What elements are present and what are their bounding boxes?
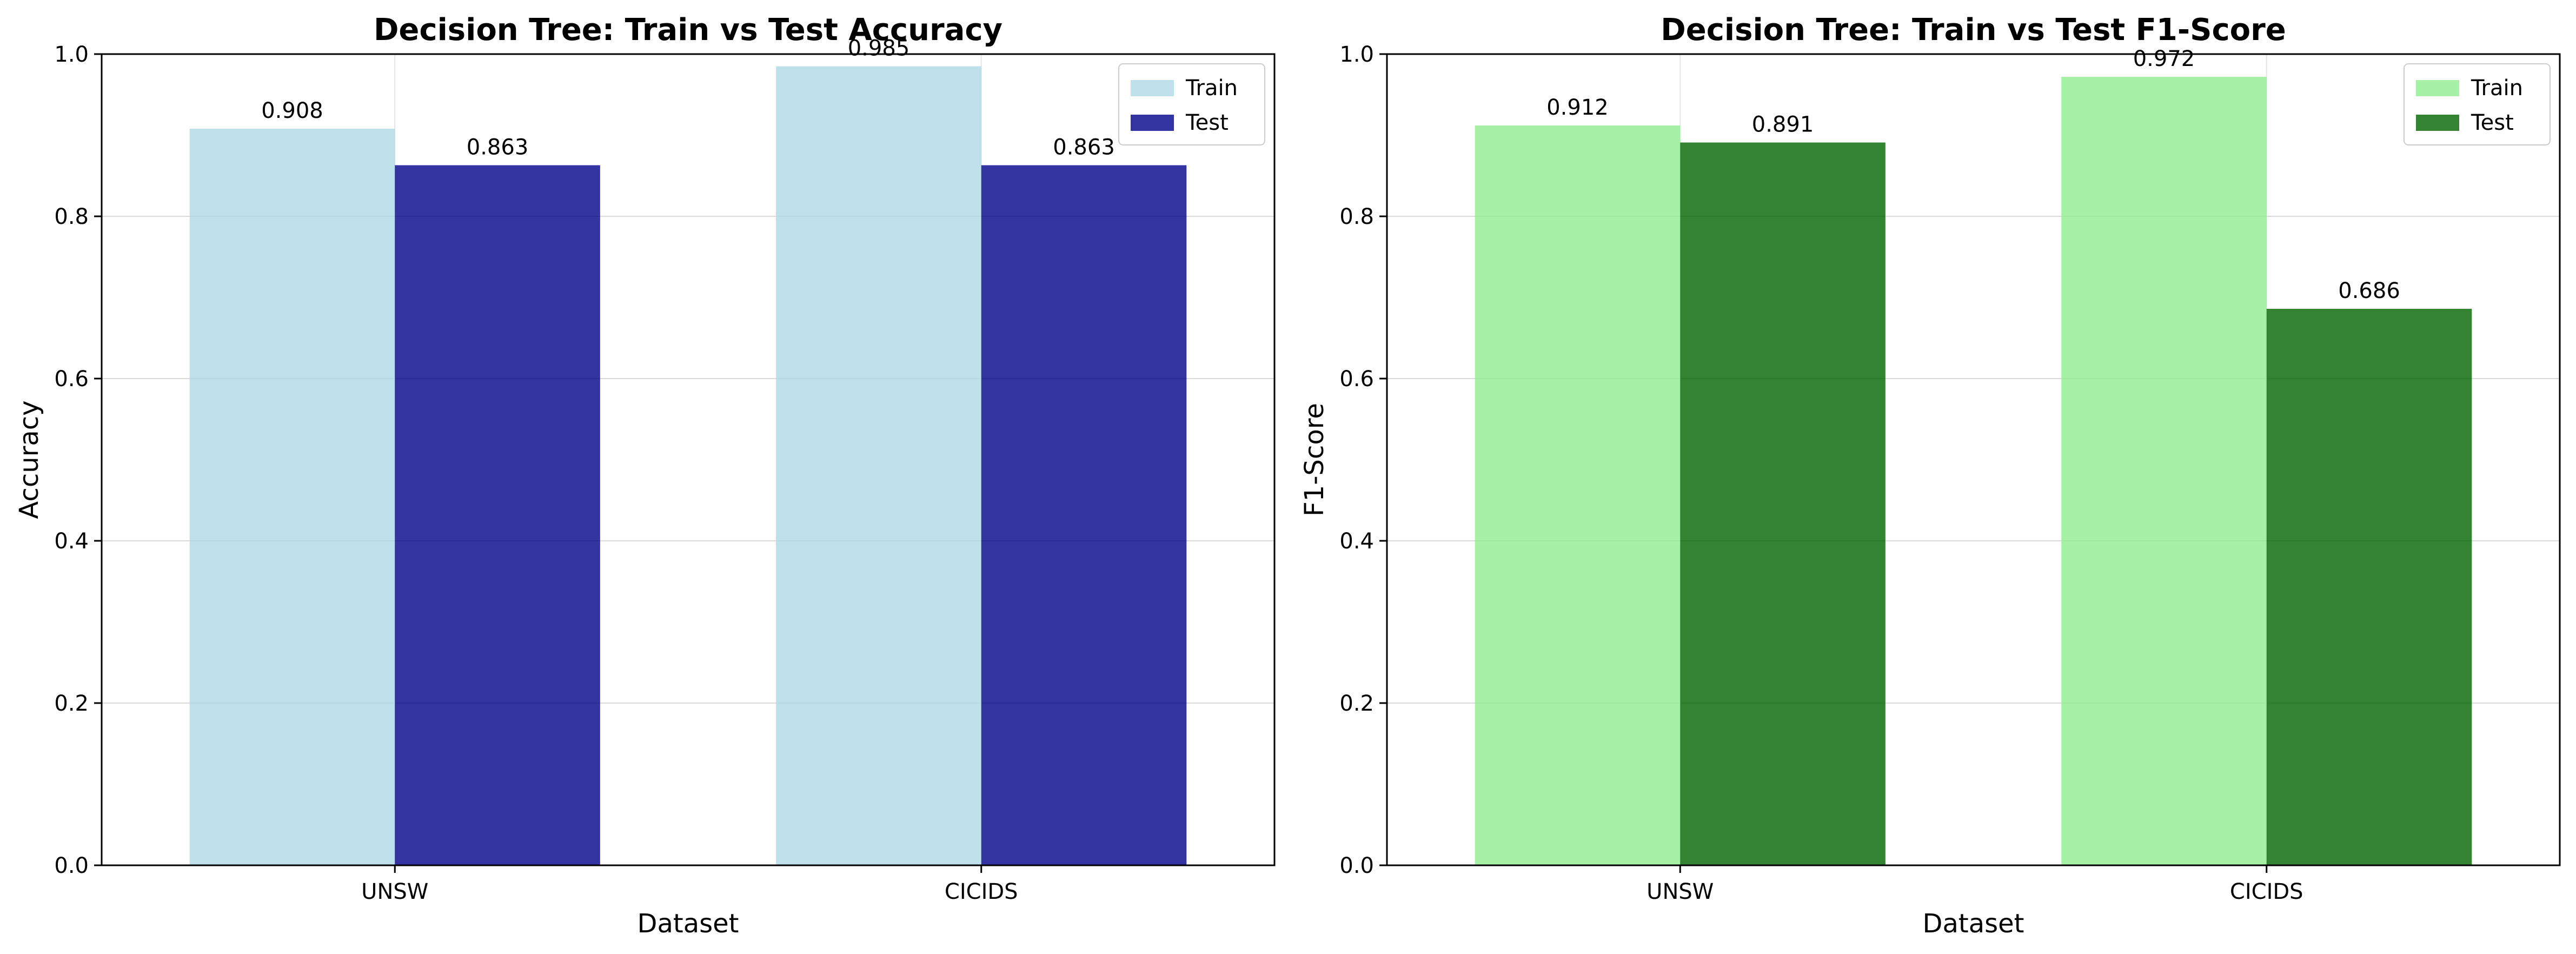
bar-value-label: 0.908 bbox=[261, 98, 323, 123]
legend-label-test: Test bbox=[1185, 110, 1229, 135]
charts: 0.908 0.985 0.863 0.863 0.0 0.2 0.4 0.6 0.8 1.0 UN… bbox=[14, 12, 2561, 939]
chart-title: Decision Tree: Train vs Test Accuracy bbox=[374, 12, 1002, 48]
bar-test-unsw bbox=[1680, 142, 1885, 865]
bar-value-label: 0.863 bbox=[1053, 135, 1115, 160]
legend-label-train: Train bbox=[2471, 76, 2523, 101]
axes-frame bbox=[101, 53, 1276, 866]
y-tick-label: 0.8 bbox=[54, 204, 89, 229]
bar-train-unsw bbox=[189, 129, 395, 865]
x-axis-label: Dataset bbox=[638, 909, 739, 939]
legend-swatch-train bbox=[1131, 80, 1174, 96]
bar-test-unsw bbox=[395, 165, 600, 865]
y-tick-label: 0.0 bbox=[54, 853, 89, 878]
bar-value-label: 0.686 bbox=[2338, 279, 2400, 303]
chart-panel-2: 0.912 0.972 0.891 0.686 0.0 0.2 0.4 0.6 0.8 1.0 UN… bbox=[1299, 12, 2561, 939]
x-tick-label: UNSW bbox=[1646, 879, 1714, 904]
bar-train-cicids bbox=[776, 66, 981, 865]
x-tick-label: CICIDS bbox=[2230, 879, 2303, 904]
y-tick-label: 0.8 bbox=[1339, 204, 1374, 229]
x-tick-label: UNSW bbox=[361, 879, 428, 904]
bar-test-cicids bbox=[981, 165, 1187, 865]
legend-label-test: Test bbox=[2471, 110, 2514, 135]
x-tick-label: CICIDS bbox=[945, 879, 1018, 904]
bar-test-cicids bbox=[2266, 309, 2472, 865]
chart-title: Decision Tree: Train vs Test F1-Score bbox=[1661, 12, 2286, 48]
axes-frame bbox=[1386, 53, 2561, 866]
legend-swatch-train bbox=[2416, 80, 2459, 96]
legend-swatch-test bbox=[1131, 115, 1174, 131]
y-axis-label: F1-Score bbox=[1299, 403, 1330, 516]
y-tick-label: 0.6 bbox=[54, 367, 89, 392]
bar-value-label: 0.912 bbox=[1546, 95, 1609, 120]
chart-panel-1: 0.908 0.985 0.863 0.863 0.0 0.2 0.4 0.6 0.8 1.0 UN… bbox=[14, 12, 1276, 939]
legend-label-train: Train bbox=[1185, 76, 1238, 101]
y-tick-label: 0.4 bbox=[1339, 529, 1374, 554]
y-tick-label: 0.6 bbox=[1339, 367, 1374, 392]
y-axis-label: Accuracy bbox=[14, 400, 44, 519]
y-tick-label: 1.0 bbox=[54, 42, 89, 67]
bar-value-label: 0.985 bbox=[848, 36, 910, 61]
bar-value-label: 0.972 bbox=[2133, 47, 2195, 71]
legend-swatch-test bbox=[2416, 115, 2459, 131]
bar-train-unsw bbox=[1475, 125, 1681, 865]
y-tick-label: 1.0 bbox=[1339, 42, 1374, 67]
x-axis-label: Dataset bbox=[1923, 909, 2024, 939]
bar-value-label: 0.863 bbox=[467, 135, 529, 160]
y-tick-label: 0.4 bbox=[54, 529, 89, 554]
bar-value-label: 0.891 bbox=[1752, 112, 1814, 137]
y-tick-label: 0.0 bbox=[1339, 853, 1374, 878]
bar-train-cicids bbox=[2061, 77, 2267, 865]
y-tick-label: 0.2 bbox=[1339, 691, 1374, 716]
y-tick-label: 0.2 bbox=[54, 691, 89, 716]
